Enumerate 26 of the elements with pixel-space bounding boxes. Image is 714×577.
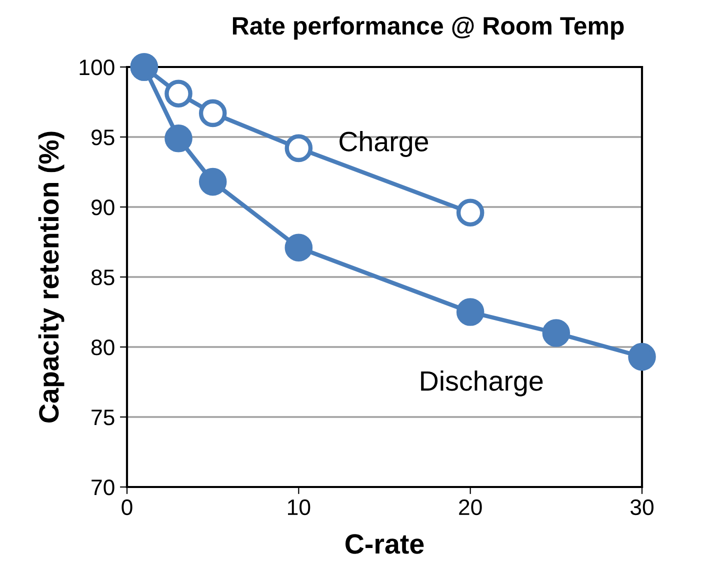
- y-tick-label: 80: [91, 340, 114, 356]
- x-axis-title: C-rate: [346, 534, 424, 554]
- y-tick-label: 75: [92, 410, 114, 426]
- point: [456, 198, 484, 226]
- y-tick-label: 95: [92, 130, 114, 146]
- point: [542, 319, 570, 347]
- x-tick-label: 10: [288, 499, 310, 516]
- y-tick-label: 100: [80, 60, 114, 76]
- point: [164, 80, 192, 108]
- x-tick-label: 30: [630, 499, 654, 516]
- x-tick-label: 0: [122, 499, 132, 516]
- point: [284, 234, 313, 262]
- point: [164, 124, 192, 152]
- x-tick-label: 20: [459, 499, 482, 516]
- point: [198, 168, 227, 196]
- chart-title: Rate performance @ Room Temp: [232, 16, 624, 40]
- y-tick-label: 90: [92, 200, 114, 216]
- series-label: Discharge: [421, 370, 543, 396]
- point: [628, 342, 656, 371]
- y-tick-label: 70: [92, 480, 114, 496]
- y-tick-label: 85: [91, 270, 114, 286]
- point: [198, 99, 227, 128]
- point: [456, 298, 484, 326]
- y-axis-title: Capacity retention (%): [38, 132, 64, 422]
- point: [284, 134, 313, 162]
- series-label: Charge: [340, 131, 428, 157]
